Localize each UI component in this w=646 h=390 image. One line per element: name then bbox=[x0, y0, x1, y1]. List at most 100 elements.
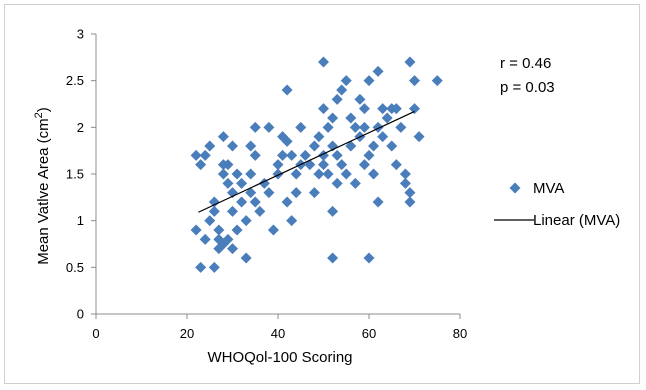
y-tick-label: 1.5 bbox=[66, 167, 84, 182]
x-tick-label: 40 bbox=[271, 326, 285, 341]
data-point bbox=[327, 205, 339, 217]
data-point bbox=[199, 149, 211, 161]
data-point bbox=[404, 56, 416, 68]
data-point bbox=[318, 56, 329, 68]
y-tick-label: 3 bbox=[77, 27, 84, 42]
data-point bbox=[345, 112, 357, 124]
x-tick-label: 80 bbox=[453, 326, 467, 341]
data-point bbox=[231, 224, 243, 236]
y-axis-title-main: Mean Vatlve Area (cm bbox=[35, 118, 52, 264]
data-point bbox=[409, 75, 420, 87]
y-axis-title: Mean Vatlve Area (cm2) bbox=[33, 107, 52, 265]
data-point bbox=[404, 196, 416, 208]
r-value-annotation: r = 0.46 bbox=[500, 55, 551, 72]
data-point bbox=[358, 159, 370, 171]
data-point bbox=[336, 159, 348, 171]
data-point bbox=[404, 187, 416, 199]
data-point bbox=[395, 121, 407, 133]
data-point bbox=[190, 149, 202, 161]
data-point bbox=[327, 112, 339, 124]
data-point bbox=[227, 140, 238, 152]
data-point bbox=[409, 103, 420, 115]
data-point bbox=[249, 121, 261, 133]
legend-marker-mva bbox=[509, 182, 521, 194]
data-point bbox=[377, 131, 389, 143]
data-point bbox=[372, 121, 384, 133]
data-point bbox=[299, 149, 311, 161]
x-tick-label: 0 bbox=[92, 326, 99, 341]
data-point bbox=[349, 177, 361, 189]
data-point bbox=[399, 168, 411, 180]
data-point bbox=[204, 215, 216, 227]
data-point bbox=[195, 159, 207, 171]
data-point bbox=[190, 224, 202, 236]
trendline bbox=[198, 110, 415, 213]
data-point bbox=[399, 177, 411, 189]
data-point bbox=[331, 149, 343, 161]
data-point bbox=[390, 159, 402, 171]
y-tick-label: 1 bbox=[77, 213, 84, 228]
data-point bbox=[313, 168, 325, 180]
data-point bbox=[290, 187, 302, 199]
y-tick-label: 0 bbox=[77, 307, 84, 322]
data-point bbox=[377, 103, 389, 115]
y-axis-title-close: ) bbox=[35, 107, 52, 112]
data-point bbox=[327, 252, 339, 264]
data-point bbox=[345, 140, 357, 152]
data-point bbox=[208, 196, 220, 208]
data-point bbox=[254, 205, 266, 217]
data-point bbox=[286, 149, 298, 161]
data-point bbox=[313, 131, 325, 143]
data-point bbox=[286, 215, 298, 227]
data-point bbox=[322, 168, 334, 180]
data-point bbox=[249, 196, 261, 208]
data-point bbox=[318, 159, 329, 171]
data-point bbox=[208, 205, 220, 217]
data-point bbox=[245, 168, 257, 180]
x-tick-label: 60 bbox=[362, 326, 376, 341]
tick-labels: 0 20 40 60 80 0 0.5 1 1.5 2 2.5 3 bbox=[66, 27, 467, 342]
data-point bbox=[236, 196, 248, 208]
data-point bbox=[222, 177, 234, 189]
data-point bbox=[272, 159, 284, 171]
data-point bbox=[267, 224, 279, 236]
y-tick-label: 0.5 bbox=[66, 260, 84, 275]
data-point bbox=[413, 131, 425, 143]
trendline-line bbox=[198, 110, 415, 213]
data-point bbox=[336, 84, 348, 96]
axes bbox=[91, 33, 461, 319]
data-point bbox=[281, 196, 293, 208]
data-point bbox=[358, 121, 370, 133]
legend-label-linear: Linear (MVA) bbox=[533, 212, 620, 229]
data-point bbox=[222, 233, 234, 245]
x-axis-title: WHOQol-100 Scoring bbox=[207, 349, 352, 366]
data-point bbox=[322, 121, 334, 133]
data-point bbox=[318, 103, 329, 115]
x-tick-label: 20 bbox=[180, 326, 194, 341]
data-point bbox=[208, 261, 220, 273]
data-point bbox=[227, 243, 238, 255]
data-point bbox=[363, 149, 375, 161]
data-point bbox=[431, 75, 443, 87]
data-point bbox=[213, 224, 225, 236]
legend-label-mva: MVA bbox=[533, 180, 564, 197]
data-point bbox=[263, 121, 275, 133]
data-point bbox=[372, 196, 384, 208]
data-point bbox=[227, 205, 238, 217]
data-point bbox=[308, 140, 320, 152]
data-point bbox=[386, 140, 398, 152]
data-point bbox=[281, 135, 293, 147]
data-point bbox=[199, 233, 211, 245]
data-point bbox=[372, 65, 384, 77]
data-point bbox=[217, 168, 229, 180]
data-point bbox=[236, 177, 248, 189]
data-point bbox=[363, 252, 375, 264]
data-point bbox=[240, 252, 252, 264]
y-tick-label: 2.5 bbox=[66, 73, 84, 88]
data-point bbox=[349, 121, 361, 133]
data-point bbox=[195, 261, 207, 273]
chart-frame bbox=[4, 4, 640, 384]
data-point bbox=[249, 149, 261, 161]
data-point bbox=[281, 84, 293, 96]
data-point bbox=[358, 103, 370, 115]
